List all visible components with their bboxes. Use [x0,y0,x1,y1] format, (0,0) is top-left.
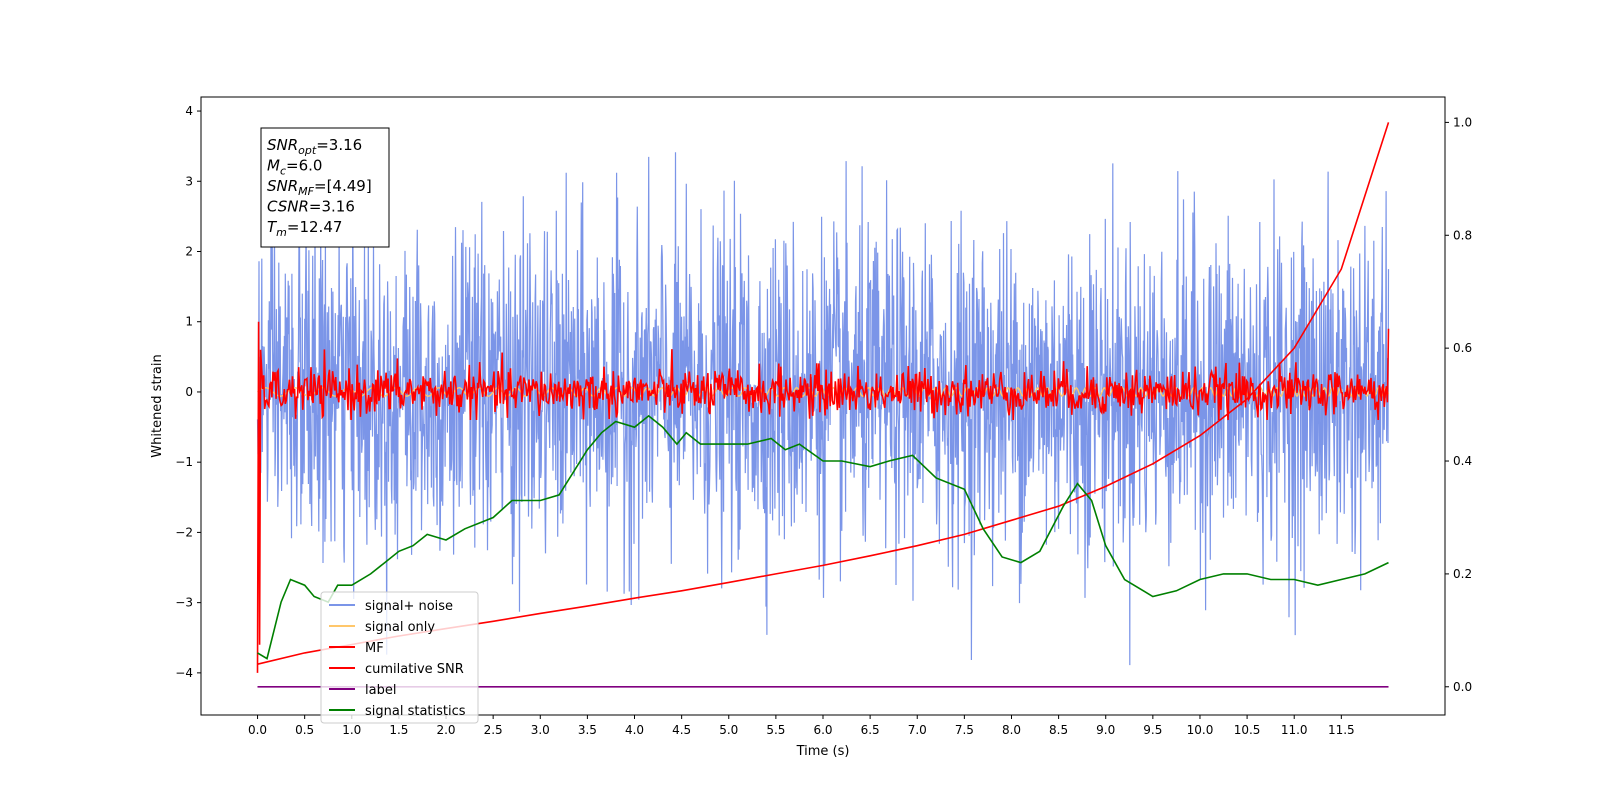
legend-label: MF [365,641,384,656]
legend-label: label [365,683,396,698]
x-tick-label: 11.5 [1328,723,1355,737]
legend-label: signal+ noise [365,599,453,614]
y-axis-label: Whitened strain [150,354,165,457]
annotation-line: Tm=12.47 [267,218,342,239]
y-left-tick-label: 1 [185,315,193,329]
x-tick-label: 10.5 [1234,723,1261,737]
x-tick-label: 6.5 [861,723,880,737]
y-axis-left: −4 −3 −2 −1 0 1 2 3 4 [175,104,201,680]
x-tick-label: 3.5 [578,723,597,737]
x-tick-label: 3.0 [531,723,550,737]
series-signal-statistics [257,414,1389,660]
x-tick-label: 0.5 [295,723,314,737]
x-tick-label: 10.0 [1187,723,1214,737]
y-right-tick-label: 0.0 [1453,680,1472,694]
annotation-line: Mc=6.0 [267,157,322,178]
x-tick-label: 2.5 [484,723,503,737]
x-tick-label: 9.0 [1096,723,1115,737]
y-left-tick-label: 3 [185,174,193,188]
x-tick-label: 7.0 [908,723,927,737]
y-axis-right: 0.0 0.2 0.4 0.6 0.8 1.0 [1445,115,1472,694]
x-tick-label: 0.0 [248,723,267,737]
x-tick-label: 1.5 [389,723,408,737]
x-axis: 0.0 0.5 1.0 1.5 2.0 2.5 3.0 3.5 4.0 4.5 5.0 5.5 6.0 6… [248,715,1355,737]
legend-label: cumilative SNR [365,662,464,677]
legend-label: signal only [365,620,435,635]
x-tick-label: 5.0 [719,723,738,737]
legend: signal+ noise signal only MF cumilative SNR… [320,591,479,724]
x-tick-label: 11.0 [1281,723,1308,737]
legend-label: signal statistics [365,704,466,719]
x-tick-label: 9.5 [1143,723,1162,737]
x-tick-label: 1.0 [342,723,361,737]
x-tick-label: 8.5 [1049,723,1068,737]
y-left-tick-label: −3 [175,596,193,610]
x-axis-label: Time (s) [796,744,850,759]
y-left-tick-label: 4 [185,104,193,118]
y-left-tick-label: −1 [175,455,193,469]
annotation-frame [260,127,390,248]
legend-frame [320,591,479,724]
y-right-tick-label: 1.0 [1453,115,1472,129]
annotation-line: SNRopt=3.16 [267,136,362,157]
y-right-tick-label: 0.2 [1453,567,1472,581]
x-tick-label: 4.0 [625,723,644,737]
y-right-tick-label: 0.4 [1453,454,1472,468]
y-left-tick-label: 0 [185,385,193,399]
y-left-tick-label: −2 [175,525,193,539]
x-tick-label: 6.0 [813,723,832,737]
annotation-line: SNRMF=[4.49] [267,177,372,198]
y-left-tick-label: −4 [175,666,193,680]
annotation-line: CSNR=3.16 [267,198,355,216]
x-tick-label: 8.0 [1002,723,1021,737]
x-tick-label: 5.5 [766,723,785,737]
y-right-tick-label: 0.6 [1453,341,1472,355]
y-right-tick-label: 0.8 [1453,228,1472,242]
y-left-tick-label: 2 [185,245,193,259]
series-mf [256,321,1390,673]
x-tick-label: 7.5 [955,723,974,737]
x-tick-label: 4.5 [672,723,691,737]
x-tick-label: 2.0 [436,723,455,737]
